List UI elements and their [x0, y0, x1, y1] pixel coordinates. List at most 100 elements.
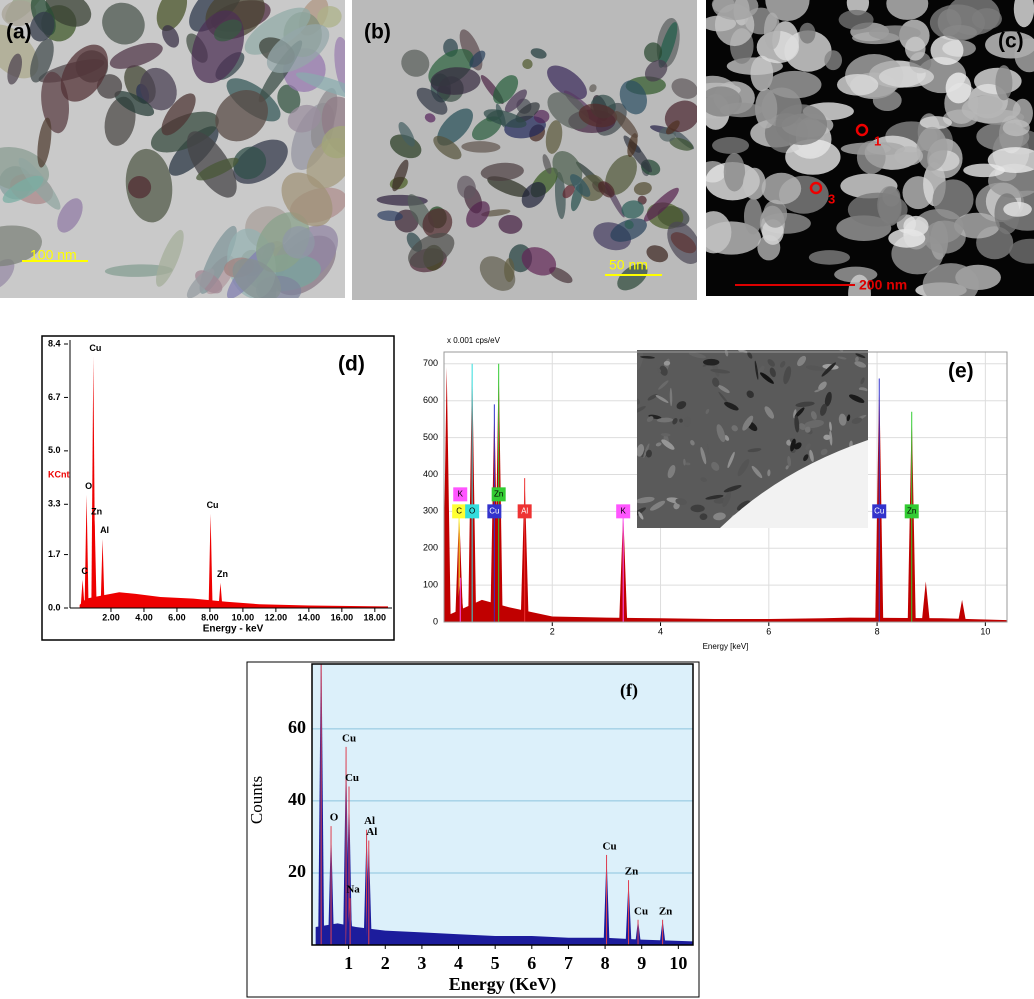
peak-tag — [517, 504, 532, 519]
particle — [644, 59, 668, 82]
x-axis-label: Energy [keV] — [703, 642, 749, 651]
particle — [504, 258, 515, 283]
particle — [794, 407, 805, 418]
particle — [803, 454, 809, 462]
particle — [672, 418, 678, 425]
particle — [685, 462, 691, 466]
particle — [856, 389, 868, 393]
y-tick-label: 20 — [288, 861, 306, 881]
particle — [945, 72, 972, 104]
peak-label: Zn — [907, 506, 916, 515]
particle — [416, 87, 448, 115]
plot — [79, 356, 388, 608]
particle — [705, 494, 724, 500]
particle — [834, 266, 878, 283]
panel-frame — [41, 335, 395, 641]
particle — [742, 415, 754, 431]
particle — [712, 137, 750, 154]
particle — [710, 368, 731, 374]
peak-tag — [453, 487, 468, 502]
particle — [37, 117, 52, 168]
particle — [647, 394, 658, 401]
panel-label: (c) — [998, 30, 1024, 53]
particle — [522, 59, 533, 70]
peak-label: O — [330, 812, 339, 824]
peak — [218, 582, 223, 608]
particle — [712, 377, 720, 387]
particle — [649, 500, 666, 511]
particle — [377, 210, 403, 222]
peak-label: C — [456, 506, 462, 515]
particle — [102, 2, 145, 45]
particle — [658, 380, 669, 390]
particle — [727, 451, 735, 469]
peak-label: Al — [100, 525, 109, 535]
particle — [718, 391, 729, 405]
particle — [953, 212, 1000, 239]
particle — [29, 11, 55, 42]
particle — [515, 102, 540, 123]
particle — [624, 220, 634, 230]
particle — [504, 89, 527, 113]
peak-tag — [872, 504, 887, 519]
particle — [401, 49, 430, 77]
particle — [751, 465, 763, 479]
x-tick-label: 4 — [658, 626, 663, 636]
particle — [775, 104, 828, 146]
particle — [705, 408, 710, 415]
x-tick-label: 9 — [637, 953, 646, 973]
particle — [1002, 119, 1030, 137]
particle — [942, 25, 977, 40]
particle — [683, 458, 686, 466]
peak — [92, 520, 97, 608]
peak-label: Zn — [625, 866, 638, 878]
particle — [530, 48, 547, 59]
particle — [1013, 0, 1034, 28]
peak-tag — [616, 504, 631, 519]
y-tick-label: 40 — [288, 789, 306, 809]
particle — [570, 174, 591, 197]
particle — [109, 42, 163, 69]
particle — [700, 446, 707, 465]
particle — [769, 367, 776, 378]
peak-label: Cu — [89, 343, 101, 353]
peak-label: Na — [346, 884, 360, 896]
peak — [100, 538, 105, 608]
x-tick-label: 10 — [980, 626, 990, 636]
particle — [0, 24, 39, 79]
particle — [722, 491, 732, 508]
particle — [657, 368, 662, 373]
particle — [846, 414, 851, 422]
particle — [810, 411, 817, 420]
peak-label: O — [469, 506, 475, 515]
particle — [398, 121, 415, 147]
particle — [605, 155, 637, 195]
particle — [764, 406, 775, 419]
peak-tag — [487, 504, 502, 519]
particle — [922, 263, 979, 296]
panel-label: (a) — [6, 21, 32, 44]
y-tick-label: 200 — [423, 543, 438, 553]
spectrum-chart: 0.0 1.7 3.3 5.0 6.7 8.4 2.00 4.00 6.00 8.00 10.00 1… — [48, 338, 392, 635]
particle — [805, 365, 824, 371]
particle — [699, 513, 708, 521]
particle — [643, 443, 650, 458]
particle — [614, 110, 639, 139]
x-tick-label: 10 — [669, 953, 687, 973]
particle — [127, 176, 152, 199]
particle — [424, 113, 436, 123]
particle — [675, 498, 687, 506]
particle — [868, 25, 921, 41]
particle — [731, 425, 738, 432]
particle — [656, 417, 674, 423]
x-tick-label: 2 — [550, 626, 555, 636]
x-tick-label: 4 — [454, 953, 463, 973]
x-tick-label: 14.00 — [298, 612, 321, 622]
particle — [804, 426, 811, 433]
particle — [658, 22, 678, 68]
particle — [809, 449, 814, 462]
particle — [824, 50, 843, 71]
particle — [140, 67, 177, 111]
x-tick-label: 2.00 — [102, 612, 120, 622]
